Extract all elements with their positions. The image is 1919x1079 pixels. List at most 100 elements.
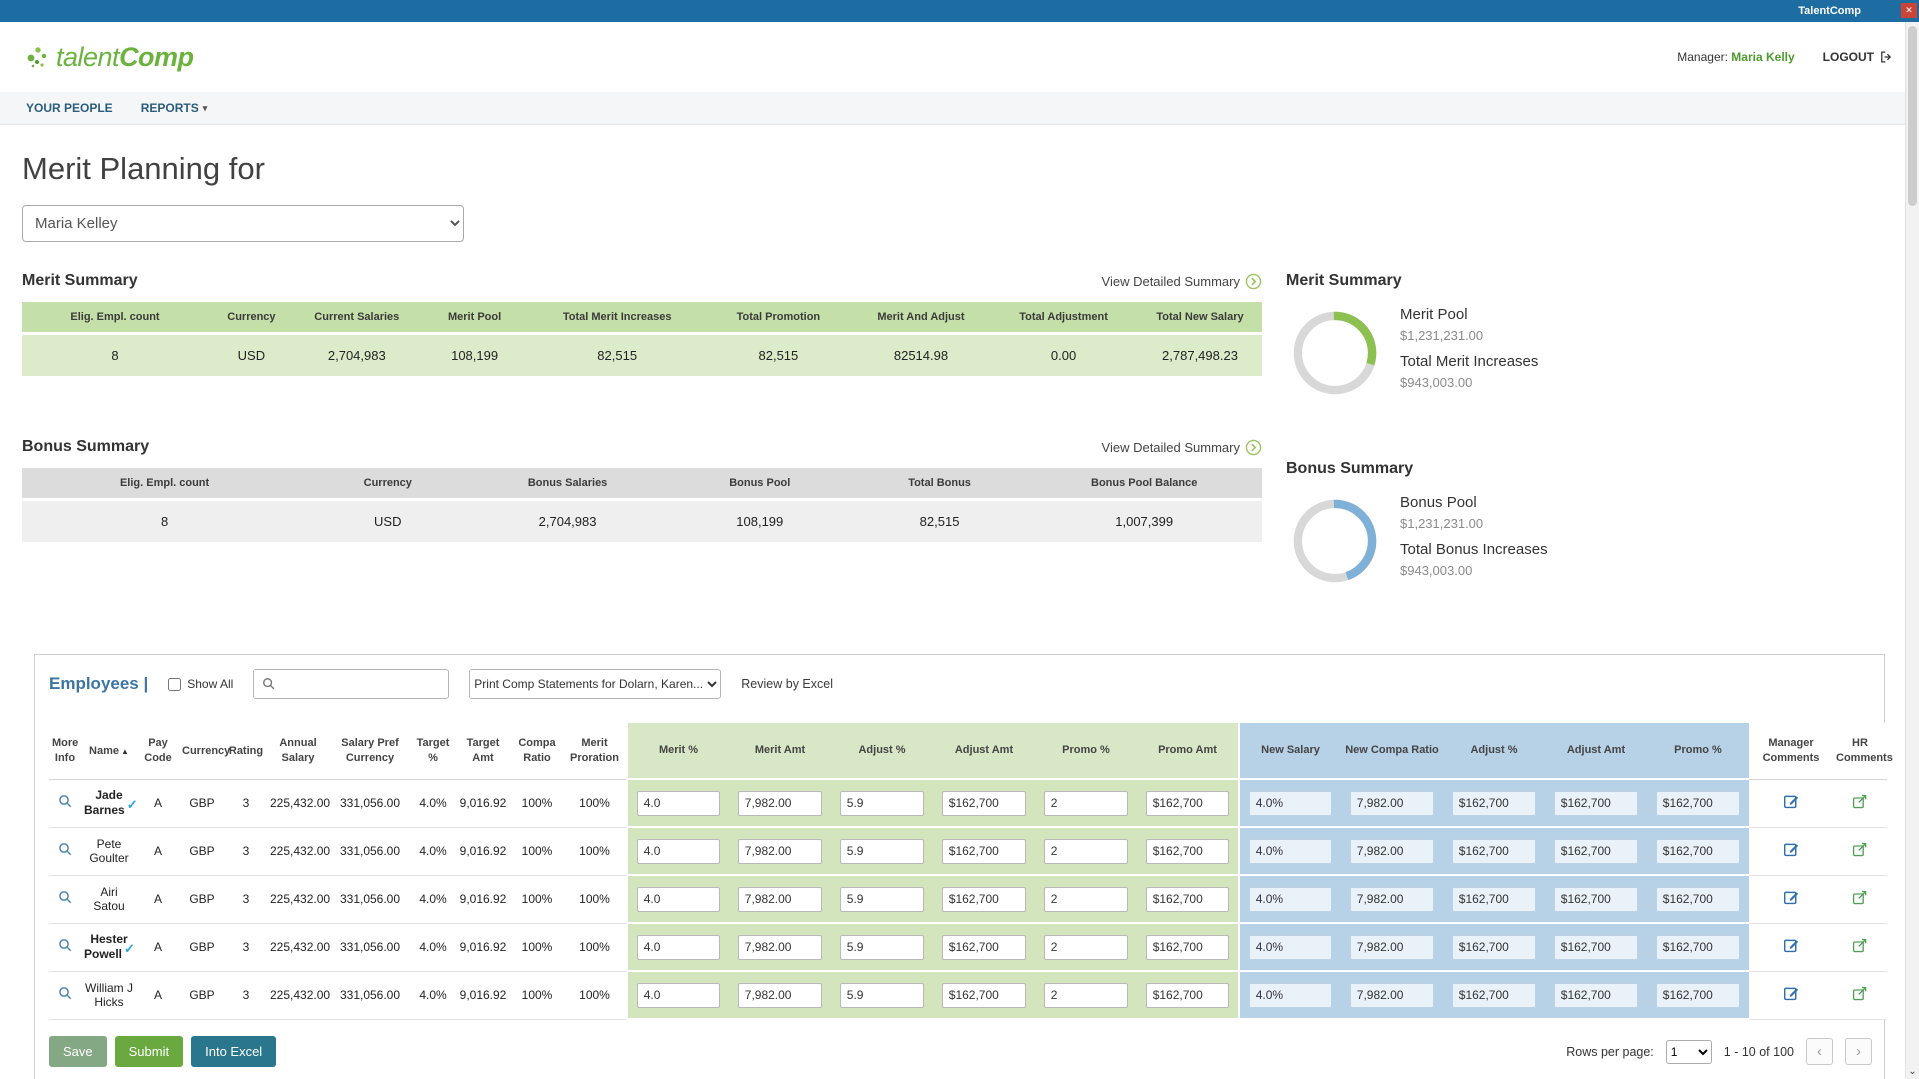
new-promo-pct-input[interactable]	[1655, 934, 1741, 960]
merit-amt-input[interactable]	[737, 982, 823, 1008]
adjust-pct-input[interactable]	[839, 982, 925, 1008]
new-compa-ratio-input[interactable]	[1349, 982, 1435, 1008]
browser-scrollbar[interactable]: ⌄	[1905, 22, 1919, 1079]
prev-page-button[interactable]: ‹	[1806, 1038, 1833, 1065]
adjust-amt-input[interactable]	[941, 934, 1027, 960]
scrollbar-down-arrow[interactable]: ⌄	[1908, 1066, 1917, 1077]
hr-comment-icon[interactable]	[1852, 986, 1868, 1002]
merit-pct-input[interactable]	[636, 982, 721, 1008]
print-statements-select[interactable]: Print Comp Statements for Dolarn, Karen.…	[469, 669, 722, 699]
new-compa-ratio-input[interactable]	[1349, 838, 1435, 864]
adjust-pct-input[interactable]	[839, 790, 925, 816]
adjust-amt-input[interactable]	[941, 982, 1027, 1008]
manager-comment-icon[interactable]	[1783, 985, 1800, 1002]
review-by-excel-link[interactable]: Review by Excel	[741, 677, 833, 691]
logout-button[interactable]: LOGOUT	[1823, 50, 1893, 64]
new-promo-pct-input[interactable]	[1655, 790, 1741, 816]
more-info-icon[interactable]	[58, 842, 73, 857]
show-all-checkbox[interactable]	[168, 677, 182, 691]
manager-comment-icon[interactable]	[1783, 841, 1800, 858]
promo-pct-input[interactable]	[1043, 886, 1129, 912]
new-adjust-amt-input[interactable]	[1553, 838, 1639, 864]
new-adjust-pct-input[interactable]	[1451, 838, 1537, 864]
new-adjust-pct-input[interactable]	[1451, 790, 1537, 816]
new-salary-input[interactable]	[1248, 934, 1333, 960]
hr-comment-icon[interactable]	[1852, 794, 1868, 810]
compa-ratio-cell: 100%	[511, 779, 563, 828]
promo-pct-input[interactable]	[1043, 982, 1129, 1008]
promo-pct-input[interactable]	[1043, 790, 1129, 816]
new-promo-pct-input[interactable]	[1655, 838, 1741, 864]
merit-pct-input[interactable]	[636, 790, 721, 816]
adjust-pct-input[interactable]	[839, 886, 925, 912]
merit-amt-input[interactable]	[737, 886, 823, 912]
adjust-pct-input[interactable]	[839, 838, 925, 864]
more-info-icon[interactable]	[58, 938, 73, 953]
adjust-amt-input[interactable]	[941, 838, 1027, 864]
promo-amt-input[interactable]	[1145, 790, 1230, 816]
target-pct-cell: 4.0%	[411, 875, 455, 924]
promo-pct-input[interactable]	[1043, 838, 1129, 864]
into-excel-button[interactable]: Into Excel	[191, 1036, 277, 1067]
promo-amt-input[interactable]	[1145, 982, 1230, 1008]
new-promo-pct-input[interactable]	[1655, 982, 1741, 1008]
adjust-amt-input[interactable]	[941, 790, 1027, 816]
merit-pct-input[interactable]	[636, 886, 721, 912]
new-adjust-pct-input[interactable]	[1451, 934, 1537, 960]
bonus-view-detailed-link[interactable]: View Detailed Summary	[1102, 439, 1262, 456]
new-compa-ratio-input[interactable]	[1349, 886, 1435, 912]
more-info-icon[interactable]	[58, 986, 73, 1001]
employee-search[interactable]	[253, 669, 450, 699]
hr-comment-icon[interactable]	[1852, 890, 1868, 906]
adjust-pct-input[interactable]	[839, 934, 925, 960]
nav-reports[interactable]: REPORTS ▾	[140, 101, 208, 115]
new-salary-input[interactable]	[1248, 838, 1333, 864]
adjust-amt-input[interactable]	[941, 886, 1027, 912]
promo-amt-input[interactable]	[1145, 934, 1230, 960]
column-header-promo-amt: Promo Amt	[1137, 723, 1239, 780]
save-button[interactable]: Save	[49, 1036, 107, 1067]
new-promo-pct-input[interactable]	[1655, 886, 1741, 912]
column-header: Total Adjustment	[989, 302, 1138, 335]
new-adjust-pct-input[interactable]	[1451, 982, 1537, 1008]
promo-amt-input[interactable]	[1145, 838, 1230, 864]
new-adjust-pct-input[interactable]	[1451, 886, 1537, 912]
scrollbar-thumb[interactable]	[1908, 26, 1917, 206]
manager-comment-icon[interactable]	[1783, 937, 1800, 954]
logout-icon	[1881, 51, 1892, 63]
new-adjust-amt-input[interactable]	[1553, 790, 1639, 816]
hr-comment-icon[interactable]	[1852, 938, 1868, 954]
page-range: 1 - 10 of 100	[1723, 1044, 1794, 1059]
new-compa-ratio-input[interactable]	[1349, 934, 1435, 960]
search-input[interactable]	[282, 676, 441, 692]
promo-pct-input[interactable]	[1043, 934, 1129, 960]
submit-button[interactable]: Submit	[114, 1036, 184, 1067]
column-header-name[interactable]: Name ▲	[81, 723, 137, 780]
nav-your-people[interactable]: YOUR PEOPLE	[26, 101, 113, 115]
merit-pct-input[interactable]	[636, 838, 721, 864]
new-adjust-amt-input[interactable]	[1553, 934, 1639, 960]
more-info-icon[interactable]	[58, 794, 73, 809]
new-salary-input[interactable]	[1248, 886, 1333, 912]
merit-amt-input[interactable]	[737, 934, 823, 960]
merit-pct-input[interactable]	[636, 934, 721, 960]
merit-amt-input[interactable]	[737, 790, 823, 816]
new-salary-input[interactable]	[1248, 982, 1333, 1008]
merit-view-detailed-link[interactable]: View Detailed Summary	[1102, 273, 1262, 290]
next-page-button[interactable]: ›	[1845, 1038, 1872, 1065]
manager-comment-icon[interactable]	[1783, 889, 1800, 906]
new-adjust-amt-input[interactable]	[1553, 982, 1639, 1008]
more-info-icon[interactable]	[58, 890, 73, 905]
new-adjust-amt-input[interactable]	[1553, 886, 1639, 912]
window-close-button[interactable]: ✕	[1901, 3, 1917, 18]
employee-table: More Info Name ▲ Pay Code Currency Rating…	[49, 723, 1893, 1020]
show-all-toggle[interactable]: Show All	[168, 677, 233, 691]
new-salary-input[interactable]	[1248, 790, 1333, 816]
promo-amt-input[interactable]	[1145, 886, 1230, 912]
new-compa-ratio-input[interactable]	[1349, 790, 1435, 816]
hr-comment-icon[interactable]	[1852, 842, 1868, 858]
manager-comment-icon[interactable]	[1783, 793, 1800, 810]
merit-amt-input[interactable]	[737, 838, 823, 864]
manager-select[interactable]: Maria Kelley	[22, 205, 464, 242]
rows-per-page-select[interactable]: 1	[1665, 1039, 1712, 1064]
